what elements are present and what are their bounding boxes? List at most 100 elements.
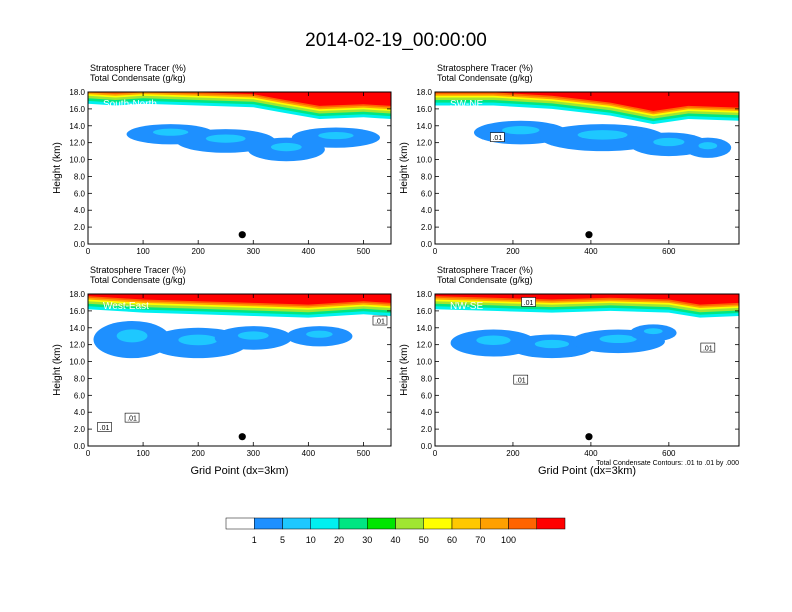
panel-west-east: .01 .01 .01 0.0 2.0 4.0 6.0 8.0 10.0 12.0 14.0 16.0… — [52, 265, 392, 477]
condensate-core — [599, 334, 637, 344]
colorbar-label: 5 — [280, 535, 285, 545]
colorbar-swatch — [338, 517, 368, 530]
y-tick-label: 4.0 — [74, 206, 86, 215]
condensate-core — [577, 130, 628, 140]
panel-label: NW-SE — [450, 301, 483, 312]
plot-area — [88, 92, 391, 244]
y-tick-label: 6.0 — [74, 391, 86, 400]
colorbar-swatch — [225, 517, 255, 530]
contour-label: .01 — [703, 346, 713, 353]
y-tick-label: 2.0 — [421, 425, 433, 434]
y-tick-label: 0.0 — [74, 240, 86, 249]
y-axis-label: Height (km) — [52, 142, 63, 194]
panel-title-tracer: Stratosphere Tracer (%) — [90, 63, 186, 73]
contour-label: .01 — [100, 425, 110, 432]
y-tick-label: 14.0 — [416, 324, 432, 333]
condensate-core — [178, 334, 219, 346]
plot-area — [435, 92, 739, 244]
condensate-core — [153, 128, 189, 136]
y-tick-label: 18.0 — [69, 290, 85, 299]
condensate-core — [205, 134, 246, 143]
y-tick-label: 4.0 — [421, 206, 433, 215]
x-tick-label: 0 — [86, 247, 91, 256]
x-tick-label: 300 — [247, 449, 261, 458]
plot-area — [435, 294, 739, 446]
colorbar-swatch — [367, 517, 396, 530]
contour-label: .01 — [127, 416, 137, 423]
y-tick-label: 0.0 — [421, 240, 433, 249]
y-tick-label: 16.0 — [69, 307, 85, 316]
colorbar-label: 10 — [306, 535, 316, 545]
panel-south-north: 0.0 2.0 4.0 6.0 8.0 10.0 12.0 14.0 16.0 18.0 0 100 2… — [52, 63, 392, 256]
colorbar-swatch — [480, 517, 509, 530]
y-tick-label: 0.0 — [421, 442, 433, 451]
x-tick-label: 400 — [302, 449, 316, 458]
condensate-core — [318, 132, 354, 140]
figure-title: 2014-02-19_00:00:00 — [305, 30, 487, 51]
x-tick-label: 200 — [192, 449, 206, 458]
y-tick-label: 18.0 — [416, 88, 432, 97]
colorbar-swatch — [310, 517, 340, 530]
tracer-edge — [88, 311, 391, 321]
y-tick-label: 10.0 — [416, 156, 432, 165]
x-tick-label: 200 — [192, 247, 206, 256]
colorbar-swatch — [254, 517, 283, 530]
y-axis-label: Height (km) — [399, 142, 410, 194]
y-tick-label: 8.0 — [74, 374, 86, 383]
x-tick-label: 200 — [506, 247, 520, 256]
contour-label: .01 — [492, 135, 502, 142]
panel-title-condensate: Total Condensate (g/kg) — [90, 73, 186, 83]
y-axis-label: Height (km) — [52, 344, 63, 396]
colorbar: 1 5 10 20 30 40 50 60 70 100 — [225, 517, 566, 545]
location-marker — [585, 433, 593, 441]
condensate-core — [270, 142, 302, 152]
y-tick-label: 16.0 — [69, 105, 85, 114]
x-tick-label: 300 — [247, 247, 261, 256]
contour-label-box — [97, 422, 112, 432]
plot-frame — [87, 91, 392, 245]
colorbar-swatch — [423, 517, 453, 530]
x-axis-label: Grid Point (dx=3km) — [538, 465, 636, 477]
panel-title-condensate: Total Condensate (g/kg) — [437, 73, 533, 83]
y-tick-label: 2.0 — [74, 223, 86, 232]
panel-label: West-East — [103, 301, 149, 312]
y-tick-label: 18.0 — [416, 290, 432, 299]
contour-label-box — [490, 132, 505, 142]
y-tick-label: 6.0 — [421, 189, 433, 198]
y-tick-label: 8.0 — [74, 172, 86, 181]
tracer-edge — [435, 311, 739, 321]
y-tick-label: 2.0 — [74, 425, 86, 434]
contour-label-box — [372, 315, 388, 326]
location-marker — [238, 433, 246, 441]
plot-frame — [434, 293, 740, 447]
panel-title-condensate: Total Condensate (g/kg) — [437, 275, 533, 285]
y-tick-label: 4.0 — [74, 408, 86, 417]
colorbar-label: 50 — [419, 535, 429, 545]
contour-label-box — [521, 297, 536, 307]
y-tick-label: 10.0 — [69, 156, 85, 165]
tracer-band — [435, 92, 739, 111]
contour-label: .01 — [524, 300, 534, 307]
y-tick-label: 14.0 — [69, 122, 85, 131]
y-tick-label: 12.0 — [69, 341, 85, 350]
x-tick-label: 100 — [136, 449, 150, 458]
x-tick-label: 500 — [357, 449, 371, 458]
x-tick-label: 100 — [136, 247, 150, 256]
colorbar-label: 40 — [390, 535, 400, 545]
plot-area — [88, 294, 391, 446]
y-tick-label: 2.0 — [421, 223, 433, 232]
y-tick-label: 16.0 — [416, 307, 432, 316]
x-tick-label: 400 — [584, 247, 598, 256]
colorbar-label: 30 — [362, 535, 372, 545]
tracer-edge — [88, 105, 391, 123]
panel-title-tracer: Stratosphere Tracer (%) — [437, 265, 533, 275]
colorbar-swatch — [282, 517, 311, 530]
panel-sw-ne: .01 0.0 2.0 4.0 6.0 8.0 10.0 12.0 14.0 16.0 18.0 0 2… — [399, 63, 740, 256]
colorbar-swatch — [451, 517, 481, 530]
condensate-core — [698, 142, 718, 150]
contour-footnote: Total Condensate Contours: .01 to .01 by… — [596, 460, 739, 467]
y-tick-label: 16.0 — [416, 105, 432, 114]
panel-title-tracer: Stratosphere Tracer (%) — [437, 63, 533, 73]
panel-nw-se: .01 .01 .01 0.0 2.0 4.0 6.0 8.0 10.0 12.0 14.0 16.0… — [399, 265, 740, 477]
location-marker — [238, 231, 246, 239]
